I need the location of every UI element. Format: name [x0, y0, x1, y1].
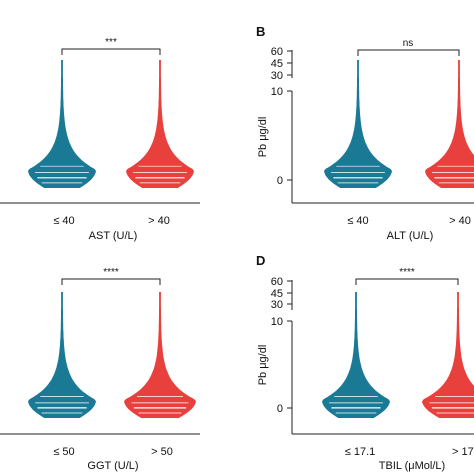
- panel-ast: ≤ 40 > 40 AST (U/L) ***: [0, 37, 200, 242]
- y-axis-label-alt: Pb μg/dl: [257, 117, 269, 158]
- violin-body: [126, 60, 194, 188]
- y-tick-60-tbil: 60: [271, 276, 283, 288]
- y-tick-0-tbil: 0: [277, 403, 283, 415]
- violin-body: [28, 292, 96, 418]
- violin-ggt-low: [28, 292, 96, 418]
- y-tick-30-alt: 30: [271, 70, 283, 82]
- panel-ggt: ≤ 50 > 50 GGT (U/L) ****: [0, 267, 200, 472]
- panel-letter-b: B: [256, 24, 265, 39]
- panel-letter-d: D: [256, 253, 265, 268]
- violin-tbil-low: [322, 292, 390, 418]
- violin-alt-low: [324, 60, 392, 188]
- y-axis-label-tbil: Pb μg/dl: [257, 345, 269, 386]
- violin-alt-high: [425, 60, 474, 188]
- x-tick-tbil-low: ≤ 17.1: [345, 446, 376, 458]
- y-tick-60-alt: 60: [271, 46, 283, 58]
- x-axis-label-alt: ALT (U/L): [387, 230, 434, 242]
- sig-bracket-ast: ***: [61, 37, 161, 55]
- sig-bracket-ggt: ****: [61, 267, 161, 285]
- y-tick-30-tbil: 30: [271, 299, 283, 311]
- sig-bracket-tbil: ****: [355, 267, 459, 285]
- y-ticks-alt: 0 10 30 45 60: [271, 46, 292, 187]
- y-tick-10-tbil: 10: [271, 316, 283, 328]
- x-tick-tbil-high: > 17.1: [452, 446, 474, 458]
- violin-body: [28, 60, 96, 188]
- violin-body: [422, 292, 474, 418]
- y-tick-45-alt: 45: [271, 58, 283, 70]
- violin-ast-high: [126, 60, 194, 188]
- x-tick-ggt-low: ≤ 50: [53, 446, 74, 458]
- significance-label-alt: ns: [403, 38, 414, 49]
- x-axis-label-ast: AST (U/L): [89, 230, 138, 242]
- panel-alt: B 0 10 30 45 60 Pb μg/dl ≤ 40 > 40 ALT (…: [256, 24, 474, 242]
- x-tick-ggt-high: > 50: [151, 446, 173, 458]
- violin-ggt-high: [124, 292, 196, 418]
- violin-body: [322, 292, 390, 418]
- violin-body: [324, 60, 392, 188]
- x-axis-label-ggt: GGT (U/L): [87, 460, 138, 472]
- violin-ast-low: [28, 60, 96, 188]
- sig-bracket-alt: ns: [357, 38, 460, 56]
- x-axis-label-tbil: TBIL (μMol/L): [379, 460, 445, 472]
- x-tick-ast-low: ≤ 40: [53, 215, 74, 227]
- x-tick-ast-high: > 40: [148, 215, 170, 227]
- violin-body: [425, 60, 474, 188]
- x-tick-alt-low: ≤ 40: [347, 215, 368, 227]
- violin-tbil-high: [422, 292, 474, 418]
- panel-tbil: D 0 10 30 45 60 Pb μg/dl ≤ 17.1 > 17.1 T…: [256, 253, 474, 472]
- y-tick-10-alt: 10: [271, 86, 283, 98]
- significance-label-ggt: ****: [103, 267, 119, 278]
- y-ticks-tbil: 0 10 30 45 60: [271, 276, 292, 415]
- y-tick-45-tbil: 45: [271, 288, 283, 300]
- significance-label-ast: ***: [105, 37, 117, 48]
- y-tick-0-alt: 0: [277, 175, 283, 187]
- significance-label-tbil: ****: [399, 267, 415, 278]
- x-tick-alt-high: > 40: [449, 215, 471, 227]
- violin-body: [124, 292, 196, 418]
